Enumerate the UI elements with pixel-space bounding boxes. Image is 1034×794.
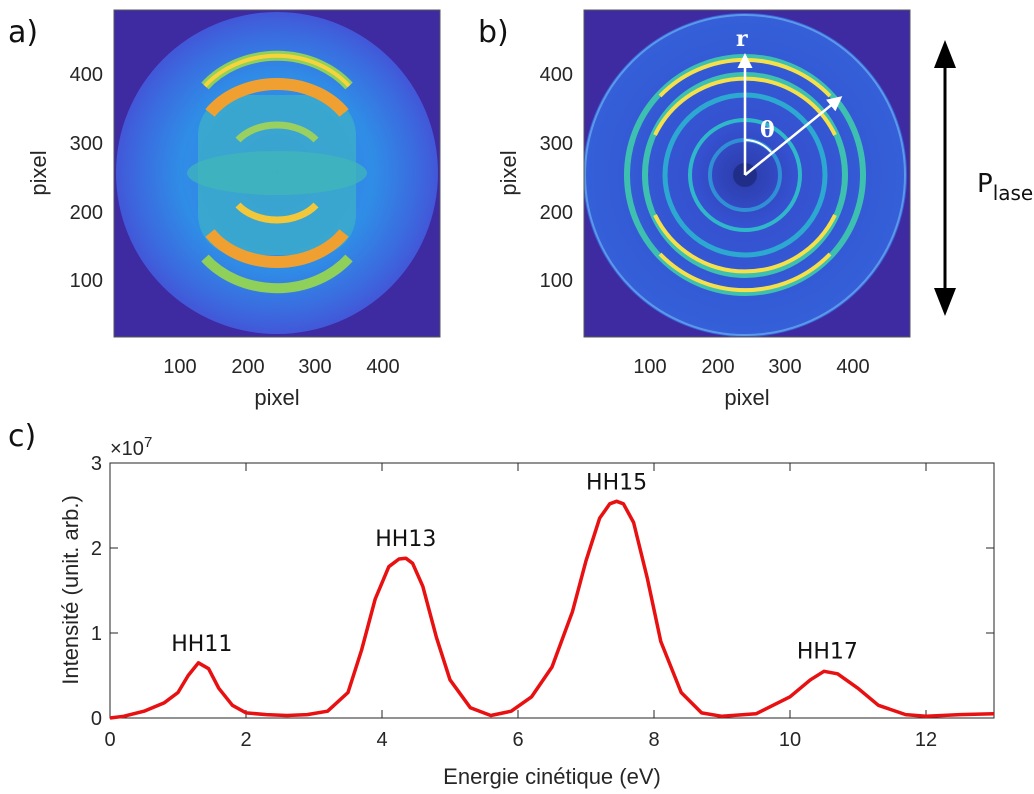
panel-c-axes-box <box>109 462 995 719</box>
panel-b-ytick: 200 <box>540 202 573 224</box>
panel-b-ring-4-bottom <box>653 214 837 274</box>
panel-c-ylabel: Intensité (unit. arb.) <box>58 495 83 685</box>
panel-a-image <box>114 10 440 337</box>
panel-b-xtick: 100 <box>633 356 666 378</box>
panel-c-xtick-label: 10 <box>779 729 801 751</box>
panel-c-xtick-label: 8 <box>648 729 659 751</box>
panel-c-xtick-label: 12 <box>915 729 937 751</box>
panel-a-frame <box>113 9 441 338</box>
panel-c-y-exponent: ×107 <box>110 434 152 460</box>
polarization-arrow-head-down <box>934 288 956 316</box>
panel-b-ytick: 400 <box>540 64 573 86</box>
polarization-label-sub: laser <box>993 181 1034 205</box>
panel-c-xtick-label: 0 <box>104 729 115 751</box>
panel-c-peak-label: HH13 <box>375 527 436 552</box>
polarization-label: Plaser <box>977 169 1034 205</box>
panel-c-label: c) <box>8 419 36 454</box>
panel-a-xticks: 100 200 300 400 <box>163 356 399 378</box>
panel-b-xtick: 300 <box>768 356 801 378</box>
panel-b-yticks: 100 200 300 400 <box>540 64 573 292</box>
panel-b-ring-edge <box>584 14 906 336</box>
panel-a-xtick: 400 <box>366 356 399 378</box>
panel-b-r-label: r <box>736 26 748 52</box>
panel-c-peak-label: HH11 <box>171 632 232 657</box>
polarization-arrow-head-up <box>934 40 956 68</box>
panel-b-theta-arc <box>744 139 772 153</box>
panel-b-theta-arrow <box>744 96 843 176</box>
panel-b-image: θ <box>584 10 910 337</box>
panel-c-xlabel: Energie cinétique (eV) <box>443 764 661 789</box>
panel-c-ytick-label: 3 <box>91 453 102 475</box>
panel-a-arc-top-inner <box>205 77 349 117</box>
panel-c-annotations: HH11 HH13 HH15 HH17 <box>171 470 858 664</box>
panel-a-arc-bottom-center <box>235 202 319 224</box>
panel-a-yticks: 100 200 300 400 <box>70 64 103 292</box>
panel-b-theta-label: θ <box>760 117 775 143</box>
panel-a-arc-top-center <box>235 121 319 143</box>
panel-a-arc-bottom-outer <box>201 254 353 294</box>
panel-c-xtick-label: 2 <box>240 729 251 751</box>
panel-c-xtick-label: 4 <box>376 729 387 751</box>
panel-a-ytick: 200 <box>70 202 103 224</box>
polarization-label-main: P <box>977 169 993 199</box>
panel-a-xlabel: pixel <box>254 385 299 410</box>
panel-c-peak-label: HH17 <box>797 639 858 664</box>
panel-a-xtick: 100 <box>163 356 196 378</box>
panel-c-ytick-label: 2 <box>91 538 102 560</box>
panel-a-ytick: 400 <box>70 64 103 86</box>
panel-b-xlabel: pixel <box>724 385 769 410</box>
panel-b-xtick: 400 <box>836 356 869 378</box>
panel-a-arc-top-outer-core <box>203 53 351 88</box>
panel-b-xticks: 100 200 300 400 <box>633 356 869 378</box>
panel-c-ytick-label: 1 <box>91 623 102 645</box>
panel-c-ytick-label: 0 <box>91 708 102 730</box>
panel-b-label: b) <box>478 15 509 50</box>
panel-a-ytick: 100 <box>70 270 103 292</box>
polarization-indicator: Plaser <box>934 40 1034 316</box>
panel-b-ytick: 300 <box>540 133 573 155</box>
panel-b-ring-5-bottom <box>658 252 832 293</box>
panel-b-xtick: 200 <box>701 356 734 378</box>
panel-a-arc-bottom-inner <box>205 229 349 269</box>
panel-a-ytick: 300 <box>70 133 103 155</box>
panel-a-xtick: 300 <box>298 356 331 378</box>
panel-c-spectrum-line <box>109 499 995 720</box>
panel-c-xtick-label: 6 <box>512 729 523 751</box>
panel-a-equatorial-band <box>187 151 367 195</box>
panel-b-ytick: 100 <box>540 270 573 292</box>
panel-a-xtick: 200 <box>231 356 264 378</box>
panel-b-ylabel: pixel <box>496 150 521 195</box>
panel-b-frame <box>583 9 911 338</box>
panel-a-ylabel: pixel <box>26 150 51 195</box>
panel-a-label: a) <box>8 15 38 50</box>
panel-c-peak-label: HH15 <box>586 470 647 495</box>
